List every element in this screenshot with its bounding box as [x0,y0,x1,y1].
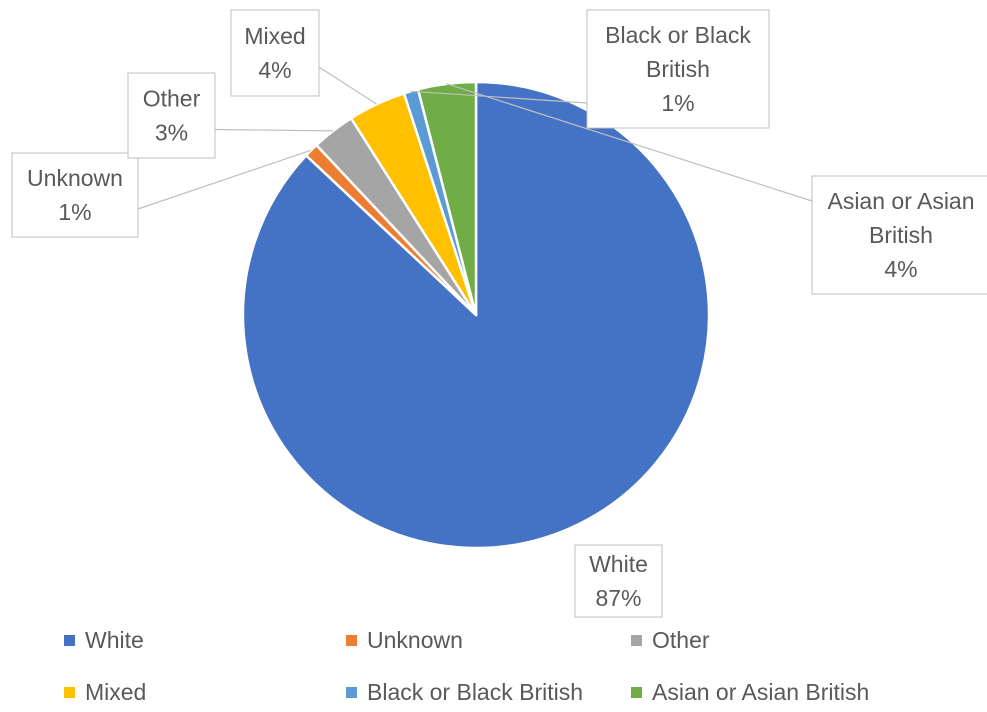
data-label-black-or-black-british-line-2: British [646,56,710,82]
legend: White Unknown Other Mixed Black or Black… [0,612,987,705]
data-label-box-asian-or-asian-british [811,175,987,295]
legend-item-mixed: Mixed [64,672,146,712]
legend-item-black-or-black-british: Black or Black British [346,672,583,712]
leader-line-black-or-black-british [410,90,588,104]
data-label-box-black-or-black-british [586,9,770,129]
legend-swatch-black-or-black-british [346,686,357,698]
data-label-box-unknown [11,152,139,238]
pie-slices [241,80,711,550]
legend-label-black-or-black-british: Black or Black British [367,678,584,705]
data-label-black-or-black-british-line-3: 1% [661,90,694,116]
legend-label-asian-or-asian-british: Asian or Asian British [652,678,870,705]
data-label-asian-or-asian-british-line-1: Asian or Asian [827,188,974,214]
data-label-white-line-2: 87% [595,585,641,611]
leader-line-unknown [137,149,312,210]
legend-label-mixed: Mixed [85,678,147,705]
data-label-asian-or-asian-british-line-3: 4% [884,256,917,282]
leader-line-other [214,128,334,132]
legend-item-asian-or-asian-british: Asian or Asian British [631,672,869,712]
legend-swatch-other [631,634,642,646]
legend-swatch-white [64,634,75,646]
data-label-other-line-2: 3% [155,120,188,146]
data-label-unknown-line-2: 1% [58,199,91,225]
data-label-black-or-black-british-line-1: Black or Black [605,22,751,48]
data-label-other-line-1: Other [143,86,201,112]
leader-lines [137,66,813,210]
data-label-box-mixed [230,9,320,97]
data-label-mixed-line-2: 4% [258,57,291,83]
data-label-box-other [127,72,216,159]
legend-swatch-mixed [64,686,75,698]
legend-item-white: White [64,620,144,660]
legend-item-unknown: Unknown [346,620,463,660]
leader-line-asian-or-asian-british [446,83,813,202]
data-label-white-line-1: White [589,551,648,577]
data-label-asian-or-asian-british-line-2: British [869,222,933,248]
data-label-unknown-line-1: Unknown [27,165,123,191]
legend-item-other: Other [631,620,710,660]
pie-slice-white [241,80,711,550]
legend-label-unknown: Unknown [367,626,463,653]
legend-swatch-unknown [346,634,357,646]
legend-label-white: White [85,626,144,653]
data-labels: White 87% Unknown 1% Other 3% Mixed 4% Black or … [11,9,987,618]
data-label-mixed-line-1: Mixed [244,23,305,49]
legend-label-other: Other [652,626,710,653]
data-label-box-white [574,544,663,618]
leader-line-mixed [318,66,378,105]
legend-swatch-asian-or-asian-british [631,686,642,698]
